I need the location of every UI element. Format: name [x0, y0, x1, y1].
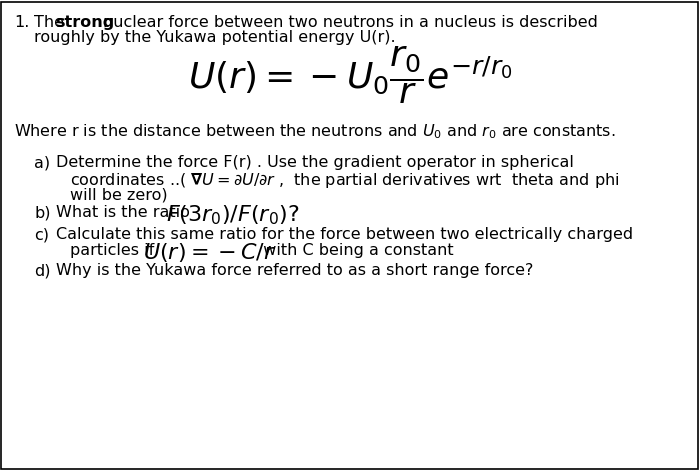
Text: b): b)	[34, 205, 50, 220]
Text: Why is the Yukawa force referred to as a short range force?: Why is the Yukawa force referred to as a…	[56, 263, 533, 278]
Text: a): a)	[34, 155, 50, 170]
Text: nuclear force between two neutrons in a nucleus is described: nuclear force between two neutrons in a …	[103, 15, 598, 30]
Text: Determine the force F(r) . Use the gradient operator in spherical: Determine the force F(r) . Use the gradi…	[56, 155, 574, 170]
Text: strong: strong	[55, 15, 114, 30]
Text: will be zero): will be zero)	[70, 187, 167, 202]
Text: Calculate this same ratio for the force between two electrically charged: Calculate this same ratio for the force …	[56, 227, 633, 242]
Text: 1.: 1.	[14, 15, 29, 30]
Text: coordinates ..( $\mathbf{\nabla}U = \partial U/\partial r$ ,  the partial deriva: coordinates ..( $\mathbf{\nabla}U = \par…	[70, 171, 620, 190]
Text: $U(r) = -U_0\dfrac{r_0}{r}e^{-r/r_0}$: $U(r) = -U_0\dfrac{r_0}{r}e^{-r/r_0}$	[188, 44, 512, 106]
Text: $U(r) = -C/r$: $U(r) = -C/r$	[143, 241, 276, 264]
Text: The: The	[34, 15, 69, 30]
Text: with C being a constant: with C being a constant	[253, 243, 454, 258]
Text: particles if: particles if	[70, 243, 160, 258]
Text: $F(3r_0)/ F(r_0)$?: $F(3r_0)/ F(r_0)$?	[166, 203, 300, 227]
Text: What is the ratio: What is the ratio	[56, 205, 195, 220]
Text: d): d)	[34, 263, 50, 278]
Text: c): c)	[34, 227, 49, 242]
Text: Where r is the distance between the neutrons and $U_0$ and $r_0$ are constants.: Where r is the distance between the neut…	[14, 122, 615, 141]
Text: roughly by the Yukawa potential energy U(r).: roughly by the Yukawa potential energy U…	[34, 30, 395, 45]
